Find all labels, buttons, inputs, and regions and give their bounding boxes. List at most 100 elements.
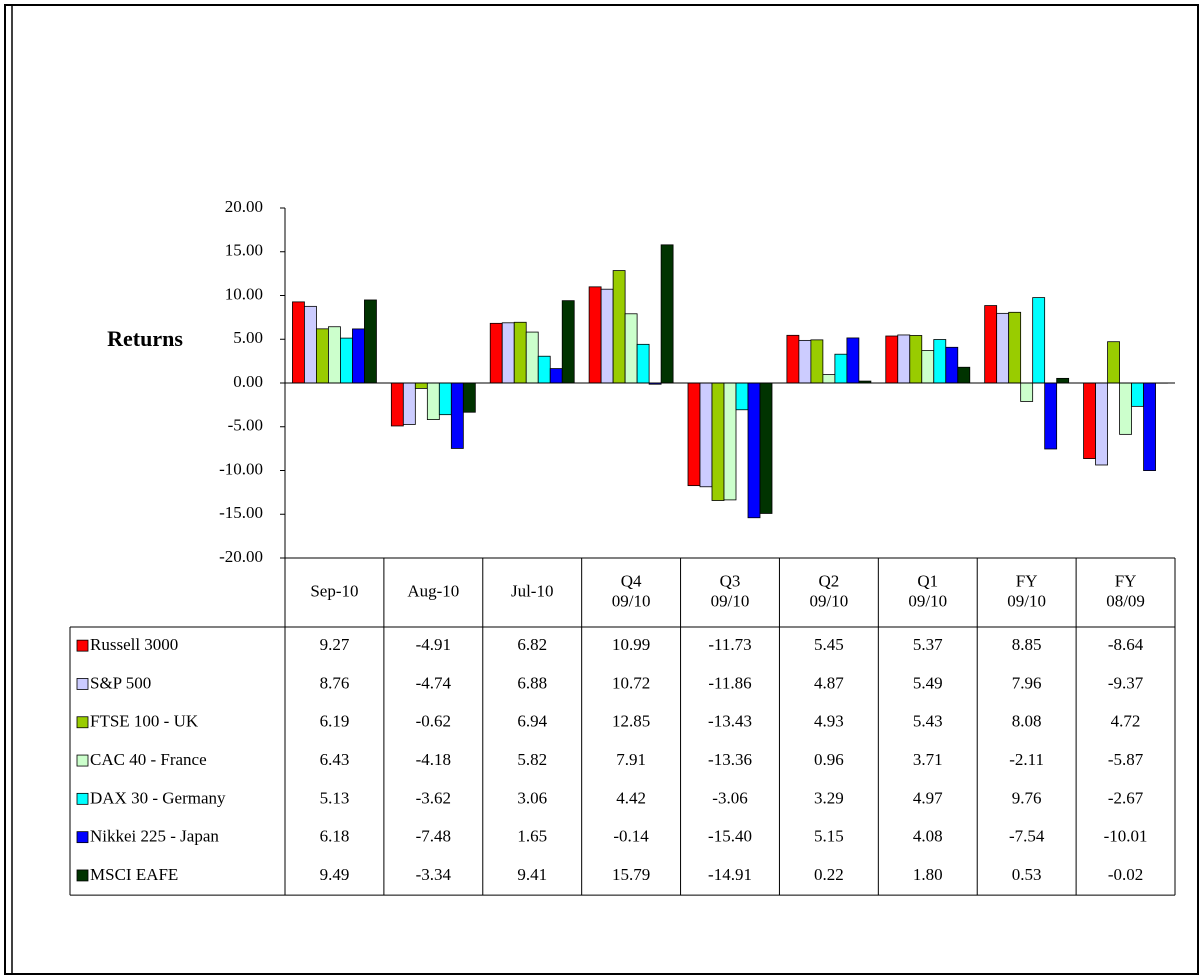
value-label: 4.08 — [913, 827, 943, 846]
bar — [1056, 377, 1070, 384]
bar — [612, 270, 626, 384]
legend-swatch — [76, 869, 89, 882]
value-label: 8.85 — [1012, 635, 1042, 654]
value-label: 5.43 — [913, 712, 943, 731]
legend-swatch — [76, 639, 89, 652]
bar — [1032, 297, 1046, 384]
legend-label: FTSE 100 - UK — [90, 712, 199, 731]
category-label: Aug-10 — [407, 581, 459, 600]
value-label: -0.14 — [613, 827, 649, 846]
bar — [786, 334, 800, 384]
bar — [414, 382, 428, 389]
value-label: 8.76 — [320, 673, 350, 692]
value-label: 6.43 — [320, 750, 350, 769]
legend-label: DAX 30 - Germany — [90, 788, 226, 807]
bar — [699, 382, 713, 488]
bar — [660, 244, 674, 384]
bar — [588, 286, 602, 384]
bar — [292, 301, 305, 384]
value-label: -3.06 — [712, 788, 747, 807]
bar — [984, 305, 998, 384]
y-tick-label: 15.00 — [225, 241, 263, 260]
value-label: -4.91 — [416, 635, 451, 654]
bar — [549, 368, 563, 384]
value-label: 7.96 — [1012, 673, 1042, 692]
value-label: 5.13 — [320, 788, 350, 807]
value-label: 1.80 — [913, 865, 943, 884]
value-label: -4.18 — [416, 750, 451, 769]
value-label: 4.93 — [814, 712, 844, 731]
value-label: 0.22 — [814, 865, 844, 884]
bar — [897, 334, 911, 384]
bar — [340, 337, 353, 384]
bar — [759, 382, 773, 514]
bar — [304, 305, 317, 384]
value-label: -8.64 — [1108, 635, 1144, 654]
value-label: 12.85 — [612, 712, 650, 731]
bar — [525, 331, 539, 384]
frame — [4, 4, 1199, 975]
category-label: FY 08/09 — [1106, 571, 1145, 610]
bar — [846, 337, 860, 384]
value-label: -5.87 — [1108, 750, 1144, 769]
bar — [798, 339, 812, 384]
bar — [921, 350, 935, 384]
legend-swatch — [76, 831, 89, 844]
value-label: -3.62 — [416, 788, 451, 807]
legend-label: Russell 3000 — [90, 635, 178, 654]
value-label: 0.53 — [1012, 865, 1042, 884]
value-label: 6.19 — [320, 712, 350, 731]
bar — [402, 382, 416, 425]
value-label: -13.36 — [708, 750, 752, 769]
bar — [352, 328, 365, 384]
legend-swatch — [76, 678, 89, 690]
bar — [957, 366, 971, 384]
value-label: -7.54 — [1009, 827, 1045, 846]
bar — [1107, 341, 1120, 384]
bar — [489, 322, 503, 384]
bar — [1044, 382, 1058, 450]
bar — [996, 312, 1010, 384]
bar — [328, 326, 341, 384]
bar — [438, 382, 452, 416]
value-label: -2.11 — [1009, 750, 1044, 769]
y-tick-label: -10.00 — [219, 459, 263, 478]
value-label: 5.49 — [913, 673, 943, 692]
value-label: 10.99 — [612, 635, 650, 654]
value-label: -10.01 — [1104, 827, 1148, 846]
value-label: 7.91 — [616, 750, 646, 769]
bar — [1095, 382, 1108, 466]
bar — [1119, 382, 1132, 435]
value-label: 5.82 — [517, 750, 547, 769]
bar — [933, 339, 947, 384]
value-label: -3.34 — [416, 865, 452, 884]
value-label: 4.97 — [913, 788, 943, 807]
legend-label: CAC 40 - France — [90, 750, 207, 769]
legend-swatch — [76, 716, 89, 729]
value-label: -15.40 — [708, 827, 752, 846]
value-label: 6.82 — [517, 635, 547, 654]
value-label: -11.86 — [708, 673, 751, 692]
bar — [537, 355, 551, 384]
bar — [1131, 382, 1144, 407]
value-label: 5.45 — [814, 635, 844, 654]
bar — [735, 382, 749, 411]
legend-swatch — [76, 754, 89, 767]
y-tick-label: 0.00 — [233, 372, 263, 391]
value-label: 4.42 — [616, 788, 646, 807]
bar — [822, 374, 836, 384]
bar — [426, 382, 440, 420]
legend-label: Nikkei 225 - Japan — [90, 827, 219, 846]
bar — [810, 339, 824, 384]
bar — [450, 382, 464, 449]
value-label: 6.18 — [320, 827, 350, 846]
category-label: FY 09/10 — [1007, 571, 1046, 610]
y-tick-label: -20.00 — [219, 547, 263, 566]
y-tick-label: -15.00 — [219, 503, 263, 522]
bar — [561, 300, 575, 384]
category-label: Jul-10 — [511, 581, 554, 600]
value-label: 3.29 — [814, 788, 844, 807]
bar — [636, 343, 650, 384]
category-label: Q4 09/10 — [612, 571, 651, 610]
